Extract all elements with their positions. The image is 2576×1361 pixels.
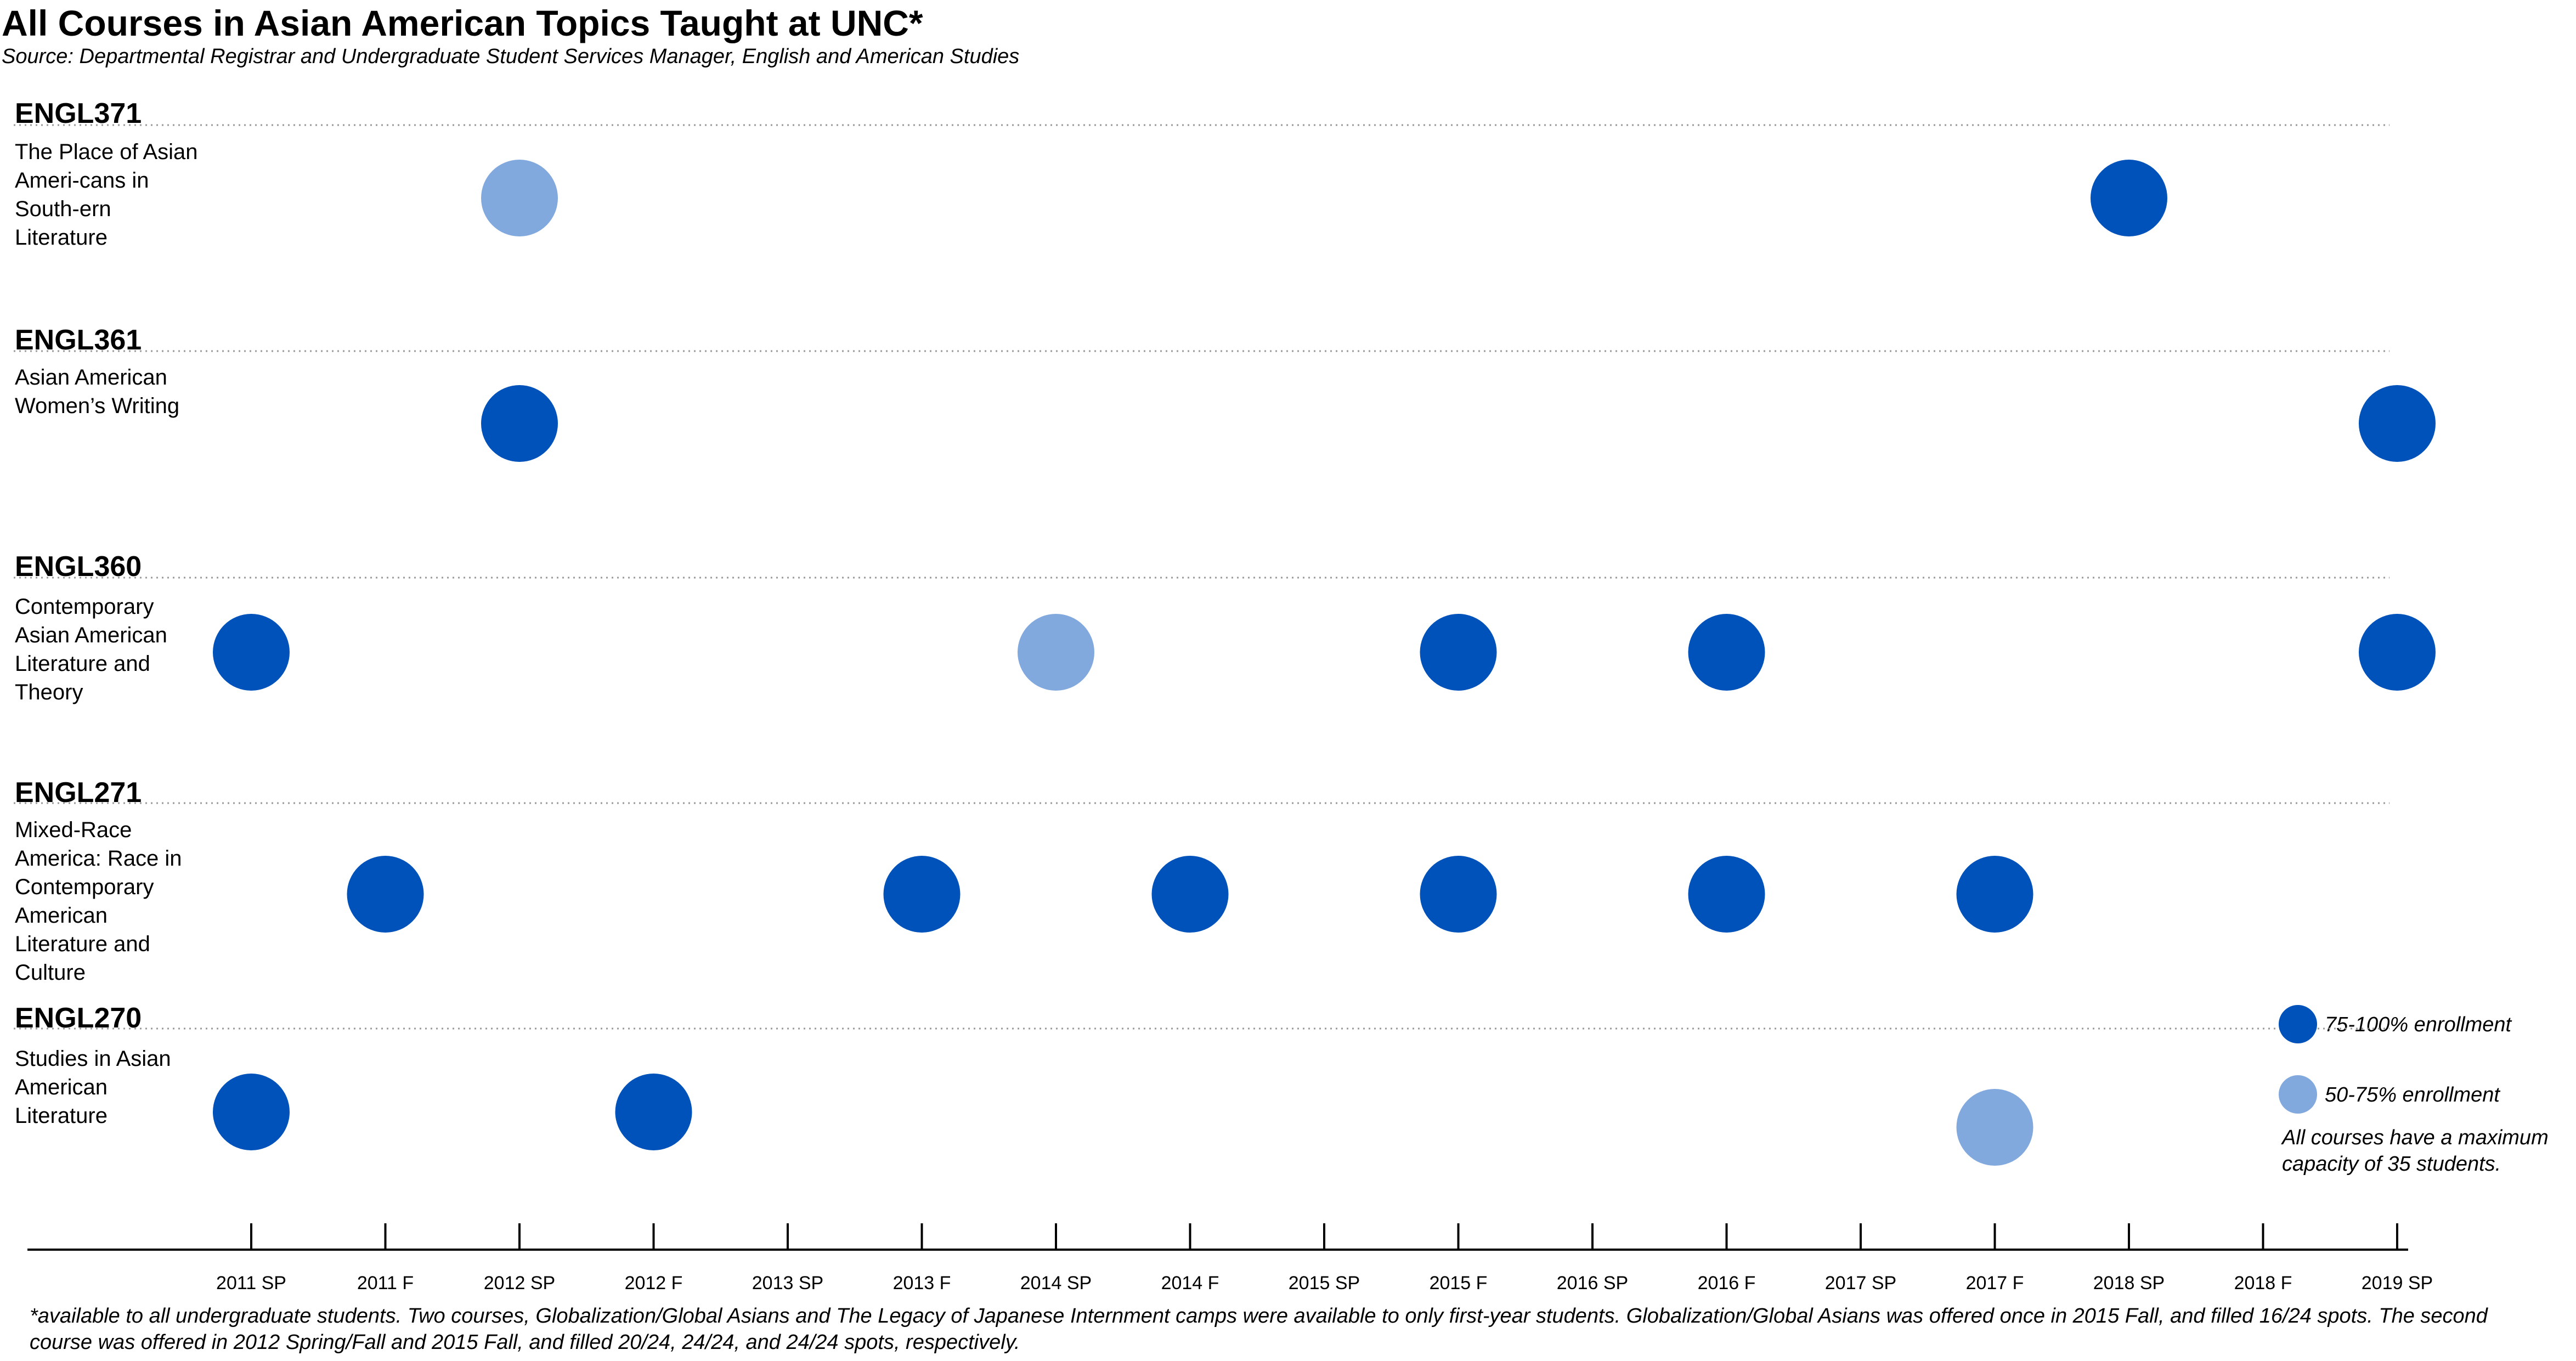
legend-capacity-note: All courses have a maximum capacity of 3… <box>2282 1126 2549 1176</box>
legend-dot-mid-enrollment <box>2279 1075 2317 1114</box>
offering-dot-engl271-2013-f <box>883 856 961 933</box>
offering-dot-engl360-2016-f <box>1688 614 1765 691</box>
x-tick-label-2016-f: 2016 F <box>1698 1273 1756 1294</box>
offering-dot-engl271-2017-f <box>1956 856 2033 933</box>
course-name-engl270: Studies in Asian American Literature <box>15 1047 171 1128</box>
offering-dot-engl361-2012-sp <box>481 385 558 462</box>
x-tick-label-2012-sp: 2012 SP <box>484 1273 555 1294</box>
offering-dot-engl371-2018-sp <box>2091 160 2167 236</box>
chart-footnote: *available to all undergraduate students… <box>30 1304 2488 1354</box>
x-tick-label-2013-sp: 2013 SP <box>752 1273 823 1294</box>
offering-dot-engl271-2016-f <box>1688 856 1765 933</box>
offering-dot-engl361-2019-sp <box>2359 385 2436 462</box>
x-tick-label-2014-f: 2014 F <box>1161 1273 1219 1294</box>
x-tick-label-2016-sp: 2016 SP <box>1557 1273 1628 1294</box>
offering-dot-engl271-2014-f <box>1151 856 1229 933</box>
chart-subtitle: Source: Departmental Registrar and Under… <box>2 45 1020 68</box>
offering-dot-engl271-2011-f <box>347 856 424 933</box>
x-tick-label-2019-sp: 2019 SP <box>2362 1273 2433 1294</box>
offering-dot-engl360-2011-sp <box>213 614 290 691</box>
course-code-engl371: ENGL371 <box>15 98 142 129</box>
offering-dot-engl360-2014-sp <box>1018 614 1094 691</box>
chart-title: All Courses in Asian American Topics Tau… <box>2 3 923 43</box>
x-tick-label-2012-f: 2012 F <box>625 1273 683 1294</box>
x-tick-label-2011-f: 2011 F <box>357 1273 414 1294</box>
x-tick-label-2018-sp: 2018 SP <box>2093 1273 2165 1294</box>
offering-dot-engl371-2012-sp <box>481 160 558 236</box>
x-tick-label-2017-f: 2017 F <box>1966 1273 2024 1294</box>
legend-label-mid-enrollment: 50-75% enrollment <box>2325 1083 2500 1106</box>
offering-dot-engl270-2011-sp <box>213 1074 290 1150</box>
course-name-engl361: Asian American Women’s Writing <box>15 365 180 418</box>
offering-dot-engl360-2015-f <box>1420 614 1497 691</box>
offering-dot-engl270-2017-f <box>1956 1089 2033 1166</box>
course-name-engl271: Mixed-Race America: Race in Contemporary… <box>15 818 182 985</box>
legend-label-high-enrollment: 75-100% enrollment <box>2325 1013 2512 1036</box>
x-tick-label-2013-f: 2013 F <box>893 1273 951 1294</box>
legend-dot-high-enrollment <box>2279 1005 2317 1043</box>
x-tick-label-2015-sp: 2015 SP <box>1289 1273 1360 1294</box>
x-tick-label-2015-f: 2015 F <box>1430 1273 1488 1294</box>
offering-dot-engl271-2015-f <box>1420 856 1497 933</box>
course-name-engl360: Contemporary Asian American Literature a… <box>15 595 167 704</box>
offering-dot-engl360-2019-sp <box>2359 614 2436 691</box>
x-tick-label-2014-sp: 2014 SP <box>1020 1273 1092 1294</box>
course-name-engl371: The Place of Asian Ameri-cans in South-e… <box>15 140 198 250</box>
offering-dot-engl270-2012-f <box>615 1074 692 1150</box>
x-tick-label-2018-f: 2018 F <box>2234 1273 2292 1294</box>
x-tick-label-2011-sp: 2011 SP <box>216 1273 286 1294</box>
x-tick-label-2017-sp: 2017 SP <box>1825 1273 1896 1294</box>
